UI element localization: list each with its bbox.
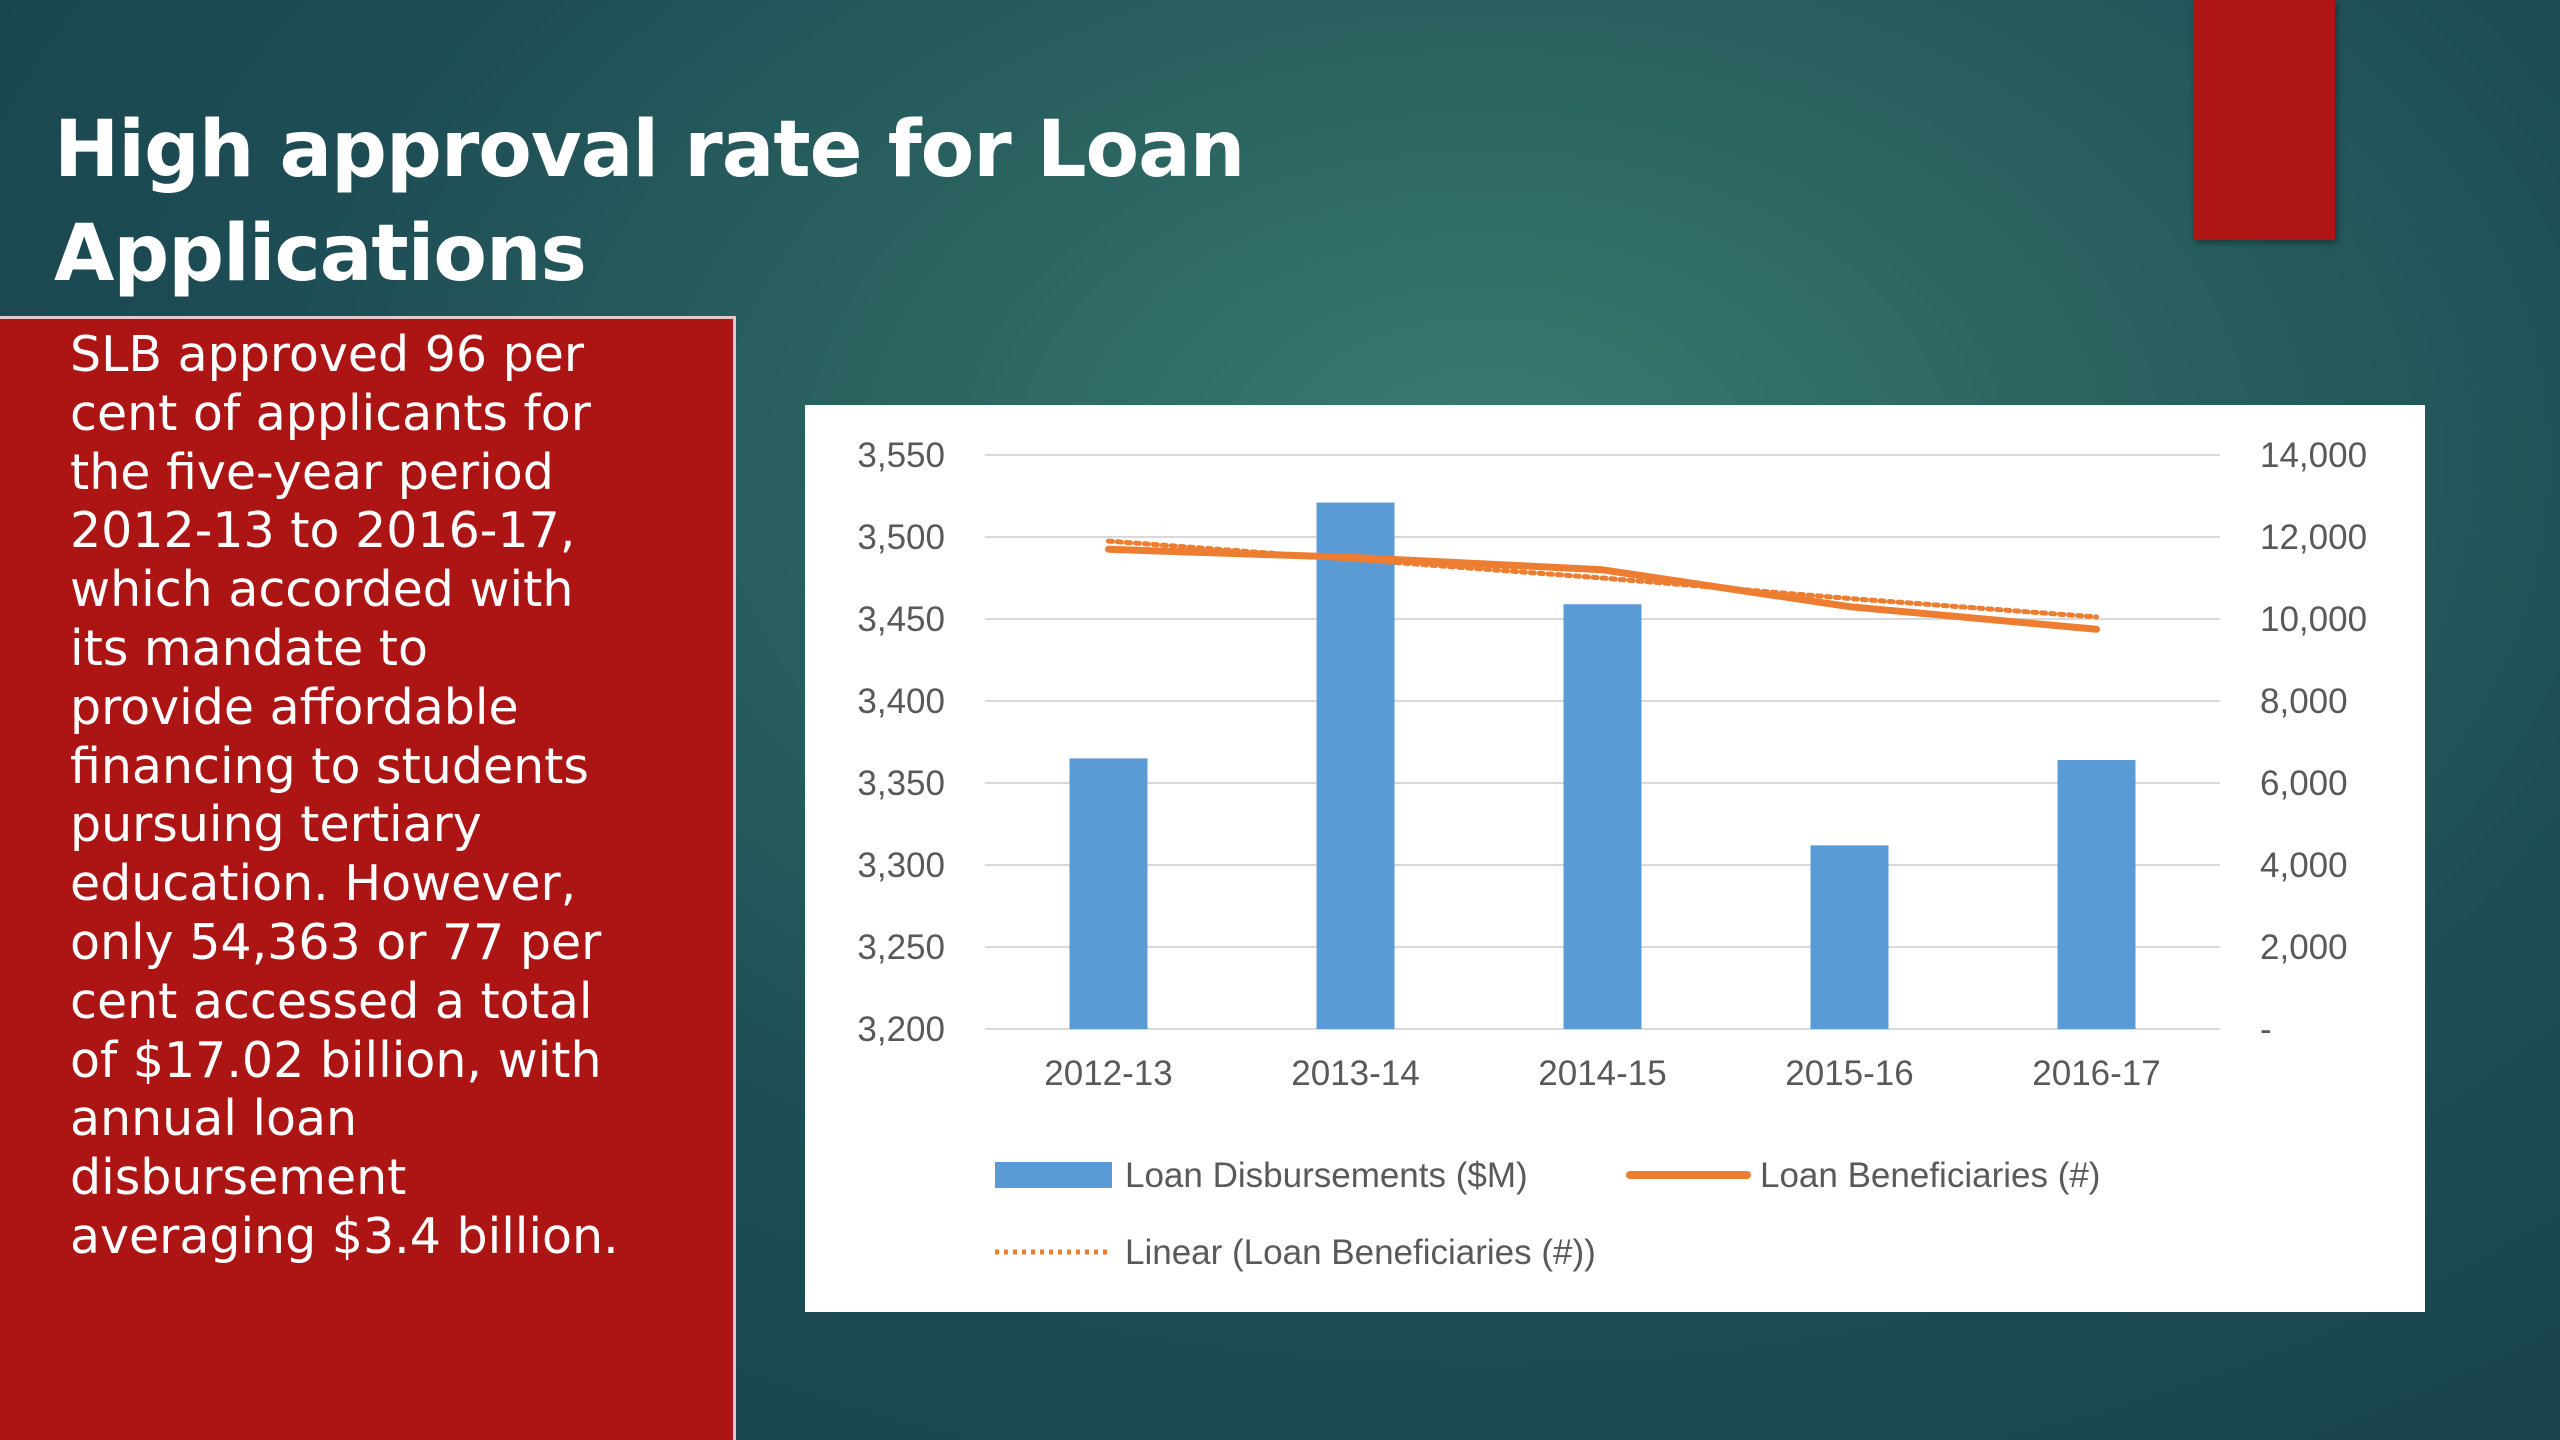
body-line: cent of applicants for <box>70 384 591 442</box>
legend-swatch-bar <box>995 1162 1112 1188</box>
y-right-tick-label: 4,000 <box>2260 846 2348 885</box>
y-right-tick-label: 10,000 <box>2260 600 2367 639</box>
x-category-label: 2013-14 <box>1291 1054 1419 1093</box>
y-left-tick-label: 3,250 <box>857 928 945 967</box>
body-line: its mandate to <box>70 619 429 677</box>
trendline-beneficiaries <box>1106 538 2099 620</box>
y-left-tick-label: 3,400 <box>857 682 945 721</box>
y-left-tick-label: 3,300 <box>857 846 945 885</box>
title-line: Applications <box>54 209 587 299</box>
text-panel <box>0 316 736 1440</box>
slide-title: High approval rate for Loan Applications <box>54 98 1554 306</box>
body-paragraph: SLB approved 96 per cent of applicants fo… <box>70 326 720 1267</box>
body-line: cent accessed a total <box>70 972 593 1030</box>
legend-label: Loan Beneficiaries (#) <box>1760 1156 2100 1195</box>
body-line: of $17.02 billion, with <box>70 1031 602 1089</box>
body-line: education. However, <box>70 855 577 913</box>
x-category-label: 2015-16 <box>1785 1054 1913 1093</box>
axis-labels: 3,200 3,250 3,300 3,350 3,400 3,450 3,500 3,550… <box>857 436 2367 1093</box>
x-category-label: 2012-13 <box>1044 1054 1172 1093</box>
body-line: financing to students <box>70 737 589 795</box>
y-left-tick-label: 3,500 <box>857 518 945 557</box>
lines <box>1105 538 2100 633</box>
body-line: which accorded with <box>70 561 574 619</box>
body-line: averaging $3.4 billion. <box>70 1207 619 1265</box>
bar-disbursement <box>2057 760 2136 1029</box>
body-line: the five-year period <box>70 443 554 501</box>
y-right-tick-label: 6,000 <box>2260 764 2348 803</box>
y-left-tick-label: 3,450 <box>857 600 945 639</box>
body-line: annual loan <box>70 1090 358 1148</box>
y-left-tick-label: 3,200 <box>857 1010 945 1049</box>
chart-card: 3,200 3,250 3,300 3,350 3,400 3,450 3,500 3,550… <box>805 405 2425 1312</box>
x-category-label: 2014-15 <box>1538 1054 1666 1093</box>
bar-disbursement <box>1069 758 1148 1029</box>
legend-label: Linear (Loan Beneficiaries (#)) <box>1125 1233 1596 1272</box>
combo-chart: 3,200 3,250 3,300 3,350 3,400 3,450 3,500 3,550… <box>857 436 2367 1272</box>
accent-bar <box>2193 0 2335 240</box>
bars <box>1069 502 2136 1029</box>
legend: Loan Disbursements ($M) Loan Beneficiarie… <box>995 1156 2100 1272</box>
title-line: High approval rate for Loan <box>54 105 1245 195</box>
body-line: only 54,363 or 77 per <box>70 913 602 971</box>
body-line: pursuing tertiary <box>70 796 482 854</box>
body-line: 2012-13 to 2016-17, <box>70 502 576 560</box>
y-left-tick-label: 3,350 <box>857 764 945 803</box>
bar-disbursement <box>1563 604 1642 1029</box>
bar-disbursement <box>1316 502 1395 1029</box>
y-right-tick-label: - <box>2260 1010 2272 1049</box>
body-line: provide affordable <box>70 678 519 736</box>
y-right-tick-label: 14,000 <box>2260 436 2367 475</box>
body-line: disbursement <box>70 1149 407 1207</box>
y-right-tick-label: 8,000 <box>2260 682 2348 721</box>
y-left-tick-label: 3,550 <box>857 436 945 475</box>
legend-label: Loan Disbursements ($M) <box>1125 1156 1528 1195</box>
y-right-tick-label: 12,000 <box>2260 518 2367 557</box>
body-line: SLB approved 96 per <box>70 326 585 383</box>
bar-disbursement <box>1810 845 1889 1029</box>
y-right-tick-label: 2,000 <box>2260 928 2348 967</box>
x-category-label: 2016-17 <box>2032 1054 2160 1093</box>
